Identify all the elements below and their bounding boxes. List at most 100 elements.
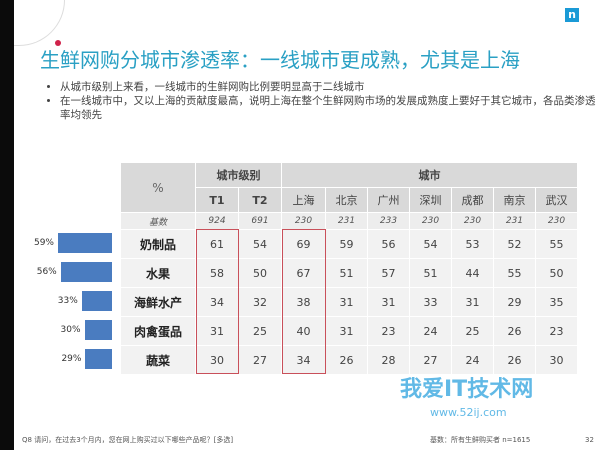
corner-cell: % [120,162,196,213]
column-header: T2 [238,187,282,213]
column-header: 广州 [367,187,410,213]
value-cell: 32 [238,287,282,317]
value-cell: 67 [281,258,326,288]
overall-label: 30% [60,325,81,335]
base-cell: 231 [325,212,368,230]
watermark: 我爱IT技术网 [400,377,534,402]
decorative-dot [55,40,61,46]
base-cell: 231 [493,212,536,230]
value-cell: 25 [451,316,494,346]
value-cell: 44 [451,258,494,288]
page-number: 32 [585,436,594,444]
value-cell: 57 [367,258,410,288]
value-cell: 38 [281,287,326,317]
brand-logo: n [565,8,579,22]
value-cell: 27 [409,345,452,375]
overall-bar [60,262,112,282]
value-cell: 24 [451,345,494,375]
value-cell: 50 [238,258,282,288]
table-row: 海鲜水产 34 32 38 31 31 33 31 29 35 [120,287,578,317]
value-cell: 26 [493,316,536,346]
bullet-item: 在一线城市中，又以上海的贡献度最高，说明上海在整个生鲜网购市场的发展成熟度上要好… [60,94,600,122]
value-cell: 24 [409,316,452,346]
overall-bar [58,233,112,253]
value-cell: 28 [367,345,410,375]
overall-label: 33% [57,296,78,306]
value-cell: 31 [367,287,410,317]
category-cell: 肉禽蛋品 [120,316,196,346]
value-cell: 61 [195,229,239,259]
value-cell: 26 [325,345,368,375]
value-cell: 31 [195,316,239,346]
category-cell: 海鲜水产 [120,287,196,317]
column-header: 上海 [281,187,326,213]
value-cell: 59 [325,229,368,259]
table-row: 肉禽蛋品 31 25 40 31 23 24 25 26 23 [120,316,578,346]
value-cell: 27 [238,345,282,375]
value-cell: 54 [238,229,282,259]
base-cell: 691 [238,212,282,230]
bullet-item: 从城市级别上来看，一线城市的生鲜网购比例要明显高于二线城市 [60,80,600,94]
value-cell: 25 [238,316,282,346]
column-header: T1 [195,187,239,213]
group-header-city: 城市 [281,162,578,188]
base-label: 基数 [120,212,196,230]
value-cell: 30 [195,345,239,375]
value-cell: 55 [493,258,536,288]
value-cell: 51 [409,258,452,288]
overall-label: 29% [61,354,82,364]
value-cell: 29 [493,287,536,317]
value-cell: 31 [451,287,494,317]
value-cell: 31 [325,316,368,346]
value-cell: 51 [325,258,368,288]
column-header: 深圳 [409,187,452,213]
overall-label: 56% [36,267,57,277]
column-header: 武汉 [535,187,578,213]
overall-bar [84,320,112,340]
bullet-list: 从城市级别上来看，一线城市的生鲜网购比例要明显高于二线城市 在一线城市中，又以上… [42,80,600,122]
column-header: 成都 [451,187,494,213]
value-cell: 30 [535,345,578,375]
column-header: 南京 [493,187,536,213]
category-cell: 蔬菜 [120,345,196,375]
group-header-tier: 城市级别 [195,162,282,188]
overall-label: 59% [33,238,54,248]
value-cell: 58 [195,258,239,288]
base-cell: 233 [367,212,410,230]
value-cell: 34 [195,287,239,317]
table-row: 奶制品 61 54 69 59 56 54 53 52 55 [120,229,578,259]
value-cell: 40 [281,316,326,346]
value-cell: 52 [493,229,536,259]
value-cell: 31 [325,287,368,317]
value-cell: 55 [535,229,578,259]
column-header: 北京 [325,187,368,213]
overall-bar [85,349,112,369]
table-row: 蔬菜 30 27 34 26 28 27 24 26 30 [120,345,578,375]
value-cell: 33 [409,287,452,317]
watermark-url: www.52ij.com [430,406,507,419]
value-cell: 54 [409,229,452,259]
footnote: Q8 请问，在过去3个月内，您在网上购买过以下哪些产品呢？[多选] [22,436,234,444]
value-cell: 53 [451,229,494,259]
value-cell: 50 [535,258,578,288]
value-cell: 69 [281,229,326,259]
value-cell: 23 [367,316,410,346]
page-title: 生鲜网购分城市渗透率：一线城市更成熟，尤其是上海 [40,48,520,72]
value-cell: 23 [535,316,578,346]
base-cell: 924 [195,212,239,230]
left-black-strip [0,0,14,450]
base-cell: 230 [409,212,452,230]
base-cell: 230 [281,212,326,230]
base-cell: 230 [451,212,494,230]
table-row: 水果 58 50 67 51 57 51 44 55 50 [120,258,578,288]
category-cell: 奶制品 [120,229,196,259]
penetration-table: % 城市级别 城市 T1 T2 上海 北京 广州 深圳 成都 南京 武汉 基数 924 691 230… [120,162,578,375]
base-note: 基数：所有生鲜购买者 n=1615 [430,436,531,444]
value-cell: 35 [535,287,578,317]
base-cell: 230 [535,212,578,230]
category-cell: 水果 [120,258,196,288]
value-cell: 34 [281,345,326,375]
value-cell: 56 [367,229,410,259]
value-cell: 26 [493,345,536,375]
overall-bar [81,291,112,311]
